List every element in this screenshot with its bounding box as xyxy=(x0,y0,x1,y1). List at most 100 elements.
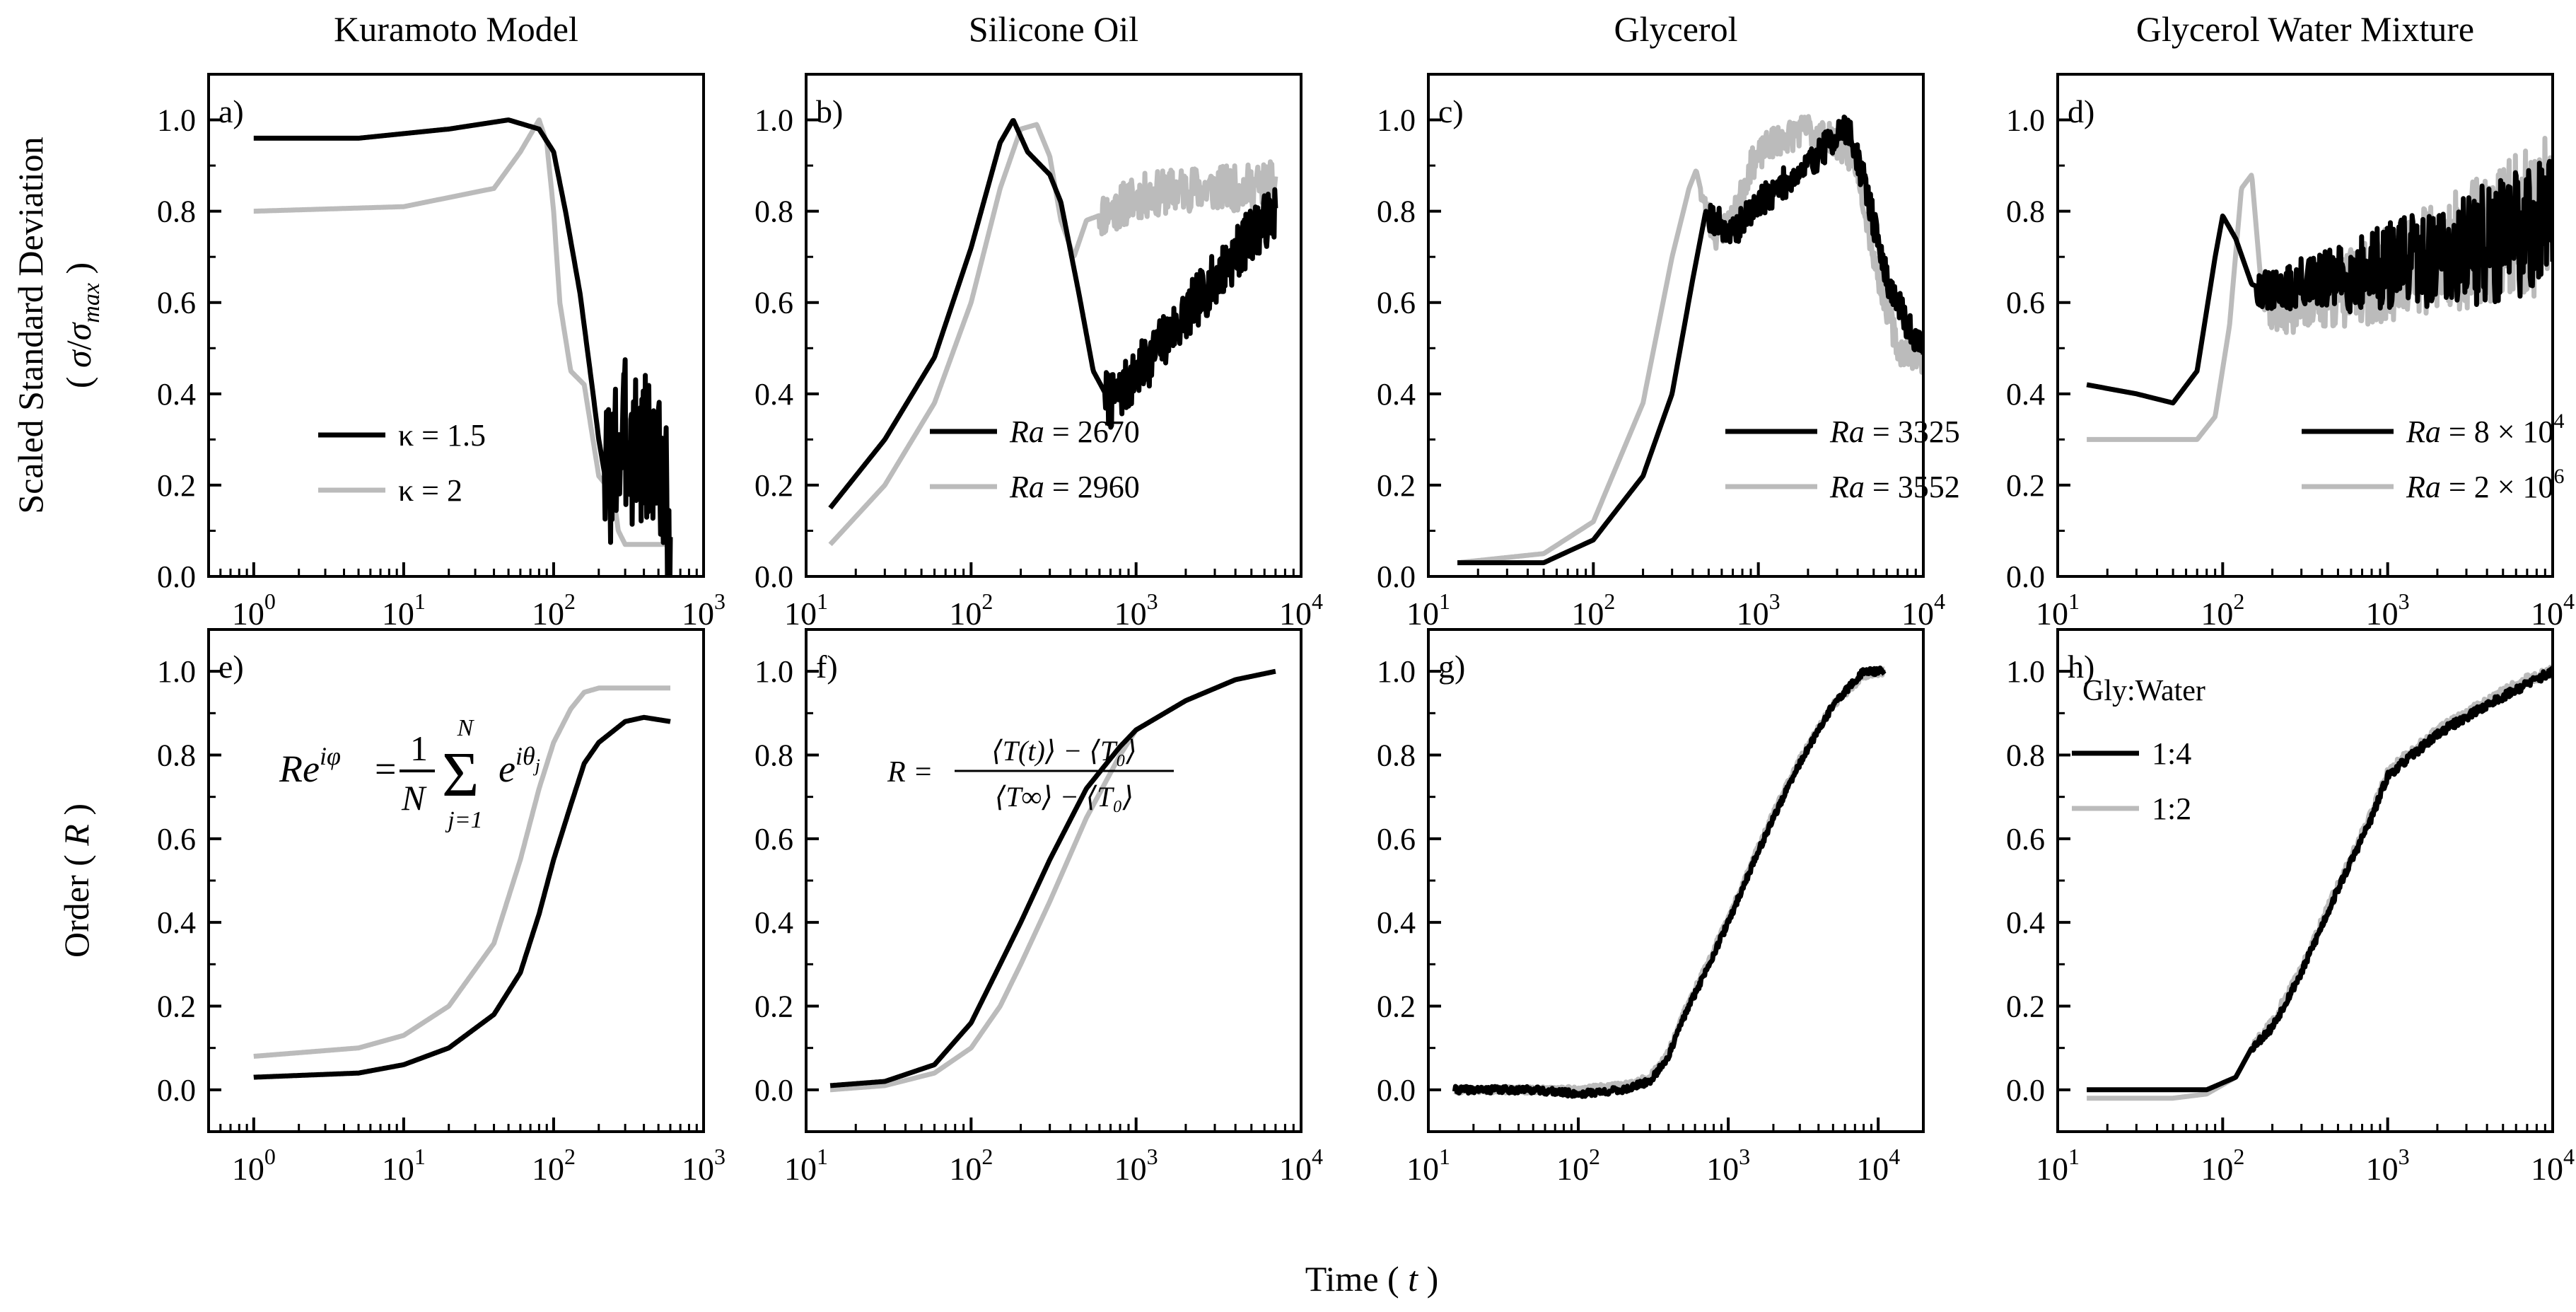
x-tick-base: 10 xyxy=(949,596,981,632)
y-tick-label: 1.0 xyxy=(2006,654,2045,689)
x-tick-label: 103 xyxy=(682,1144,725,1187)
legend-label: Ra = 2670 xyxy=(1009,414,1140,449)
y-tick-label: 0.0 xyxy=(1377,559,1416,594)
y-tick-label: 0.2 xyxy=(1377,468,1416,503)
x-tick-base: 10 xyxy=(1114,596,1147,632)
x-tick-base: 10 xyxy=(532,596,564,632)
x-tick-base: 10 xyxy=(2531,596,2563,632)
x-tick-exponent: 4 xyxy=(2563,1144,2575,1169)
x-tick-exponent: 3 xyxy=(714,588,725,614)
y-tick-label: 0.6 xyxy=(157,286,196,320)
x-tick-label: 100 xyxy=(232,588,276,632)
label-var: t xyxy=(1408,1259,1418,1299)
x-tick-label: 103 xyxy=(2366,588,2410,632)
formula-text: e xyxy=(499,748,515,790)
column-title: Kuramoto Model xyxy=(334,9,578,49)
slash: / xyxy=(59,340,98,350)
x-tick-base: 10 xyxy=(2531,1151,2563,1187)
y-tick-label: 0.8 xyxy=(754,738,793,773)
panel-label: c) xyxy=(1438,93,1464,129)
y-tick-label: 0.2 xyxy=(754,989,793,1024)
x-tick-label: 104 xyxy=(2531,1144,2575,1187)
y-tick-label: 1.0 xyxy=(754,654,793,689)
x-tick-exponent: 0 xyxy=(264,588,276,614)
y-tick-label: 0.0 xyxy=(157,1073,196,1108)
x-tick-base: 10 xyxy=(1114,1151,1147,1187)
series-line-dark xyxy=(252,117,673,576)
x-tick-exponent: 0 xyxy=(264,1144,276,1169)
x-tick-label: 103 xyxy=(1737,588,1781,632)
x-tick-exponent: 2 xyxy=(981,1144,993,1169)
x-tick-base: 10 xyxy=(1406,596,1439,632)
x-tick-label: 102 xyxy=(2201,1144,2244,1187)
x-tick-base: 10 xyxy=(1571,596,1604,632)
y-tick-label: 0.4 xyxy=(754,377,793,412)
x-tick-label: 101 xyxy=(382,588,426,632)
series-group xyxy=(252,685,672,1080)
series-line-light xyxy=(252,685,672,1059)
x-tick-label: 102 xyxy=(949,1144,993,1187)
x-tick-exponent: 2 xyxy=(981,588,993,614)
x-tick-exponent: 3 xyxy=(1769,588,1781,614)
formula-eq: = xyxy=(375,748,396,790)
panel-label: d) xyxy=(2068,93,2094,129)
y-tick-label: 1.0 xyxy=(754,103,793,138)
series-group xyxy=(252,117,673,576)
legend-text: 1:4 xyxy=(2152,736,2191,771)
x-tick-base: 10 xyxy=(2366,596,2399,632)
legend-text: = 2 × 10 xyxy=(2441,470,2554,504)
y-tick-label: 1.0 xyxy=(157,654,196,689)
x-tick-exponent: 4 xyxy=(1312,1144,1323,1169)
y-tick-label: 0.2 xyxy=(2006,989,2045,1024)
legend-text: = 8 × 10 xyxy=(2441,414,2554,449)
y-tick-label: 0.0 xyxy=(754,1073,793,1108)
y-tick-label: 0.6 xyxy=(754,822,793,857)
series-line-dark xyxy=(828,118,1278,510)
x-tick-base: 10 xyxy=(949,1151,981,1187)
x-tick-label: 104 xyxy=(1856,1144,1900,1187)
legend-text: κ = 2 xyxy=(398,473,462,508)
y-tick-label: 0.0 xyxy=(2006,559,2045,594)
x-tick-exponent: 1 xyxy=(1439,588,1450,614)
x-tick-base: 10 xyxy=(382,596,414,632)
series-line-light xyxy=(828,122,1278,547)
plot-frame xyxy=(2056,73,2554,578)
x-tick-exponent: 4 xyxy=(1889,1144,1900,1169)
column-title: Silicone Oil xyxy=(969,9,1138,49)
column-title: Glycerol xyxy=(1614,9,1738,49)
x-tick-exponent: 1 xyxy=(817,588,828,614)
legend-label: 1:2 xyxy=(2152,791,2191,826)
plot-frame xyxy=(1427,73,1925,578)
y-tick-label: 0.0 xyxy=(2006,1073,2045,1108)
x-tick-label: 103 xyxy=(1114,1144,1158,1187)
x-tick-label: 101 xyxy=(784,588,828,632)
x-tick-exponent: 1 xyxy=(817,1144,828,1169)
y-tick-label: 0.8 xyxy=(754,195,793,229)
sigma-sub: max xyxy=(78,283,105,323)
legend-text: = 2670 xyxy=(1044,414,1140,449)
legend-text: = 3552 xyxy=(1865,470,1960,504)
legend-var: Ra xyxy=(1829,470,1865,504)
x-tick-label: 103 xyxy=(2366,1144,2410,1187)
legend-label: Ra = 2960 xyxy=(1009,470,1140,504)
plot-frame xyxy=(805,73,1302,578)
x-tick-base: 10 xyxy=(2201,1151,2233,1187)
x-tick-exponent: 3 xyxy=(714,1144,725,1169)
y-tick-label: 0.2 xyxy=(754,468,793,503)
legend-var: Ra xyxy=(1009,414,1044,449)
x-tick-base: 10 xyxy=(784,596,817,632)
legend-var: Ra xyxy=(2406,470,2441,504)
x-tick-label: 102 xyxy=(1571,588,1615,632)
label-text: ) xyxy=(57,803,96,824)
x-tick-exponent: 1 xyxy=(414,588,426,614)
series-line-dark xyxy=(252,714,672,1080)
x-tick-exponent: 2 xyxy=(2233,1144,2244,1169)
y-tick-label: 0.4 xyxy=(157,377,196,412)
y-axis-label-top-line2: ( σ/σmax ) xyxy=(59,262,105,388)
x-tick-exponent: 3 xyxy=(2399,1144,2410,1169)
legend-label: Ra = 3552 xyxy=(1829,470,1960,504)
